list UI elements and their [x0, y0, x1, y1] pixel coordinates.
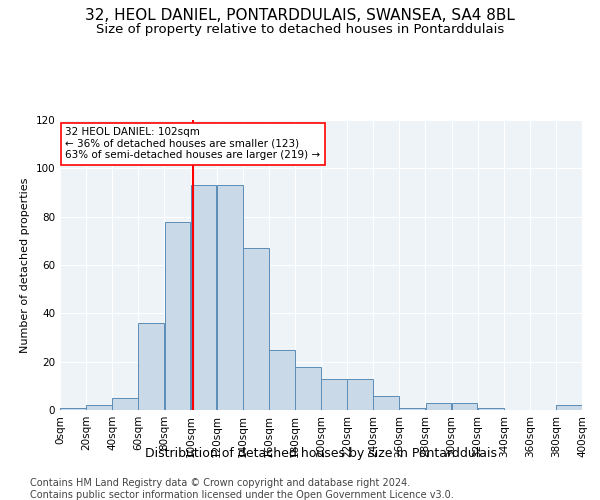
Text: Distribution of detached houses by size in Pontarddulais: Distribution of detached houses by size … — [145, 448, 497, 460]
Bar — [60, 408, 86, 410]
Bar — [373, 396, 399, 410]
Y-axis label: Number of detached properties: Number of detached properties — [20, 178, 30, 352]
Bar — [217, 185, 242, 410]
Bar — [243, 248, 269, 410]
Text: Contains public sector information licensed under the Open Government Licence v3: Contains public sector information licen… — [30, 490, 454, 500]
Text: 32, HEOL DANIEL, PONTARDDULAIS, SWANSEA, SA4 8BL: 32, HEOL DANIEL, PONTARDDULAIS, SWANSEA,… — [85, 8, 515, 22]
Text: Size of property relative to detached houses in Pontarddulais: Size of property relative to detached ho… — [96, 22, 504, 36]
Bar — [86, 405, 112, 410]
Bar — [478, 408, 503, 410]
Bar — [295, 366, 321, 410]
Text: Contains HM Land Registry data © Crown copyright and database right 2024.: Contains HM Land Registry data © Crown c… — [30, 478, 410, 488]
Bar — [425, 403, 451, 410]
Text: 32 HEOL DANIEL: 102sqm
← 36% of detached houses are smaller (123)
63% of semi-de: 32 HEOL DANIEL: 102sqm ← 36% of detached… — [65, 127, 320, 160]
Bar — [139, 323, 164, 410]
Bar — [269, 350, 295, 410]
Bar — [321, 378, 347, 410]
Bar — [452, 403, 478, 410]
Bar — [556, 405, 582, 410]
Bar — [164, 222, 190, 410]
Bar — [400, 408, 425, 410]
Bar — [347, 378, 373, 410]
Bar — [112, 398, 138, 410]
Bar — [191, 185, 217, 410]
